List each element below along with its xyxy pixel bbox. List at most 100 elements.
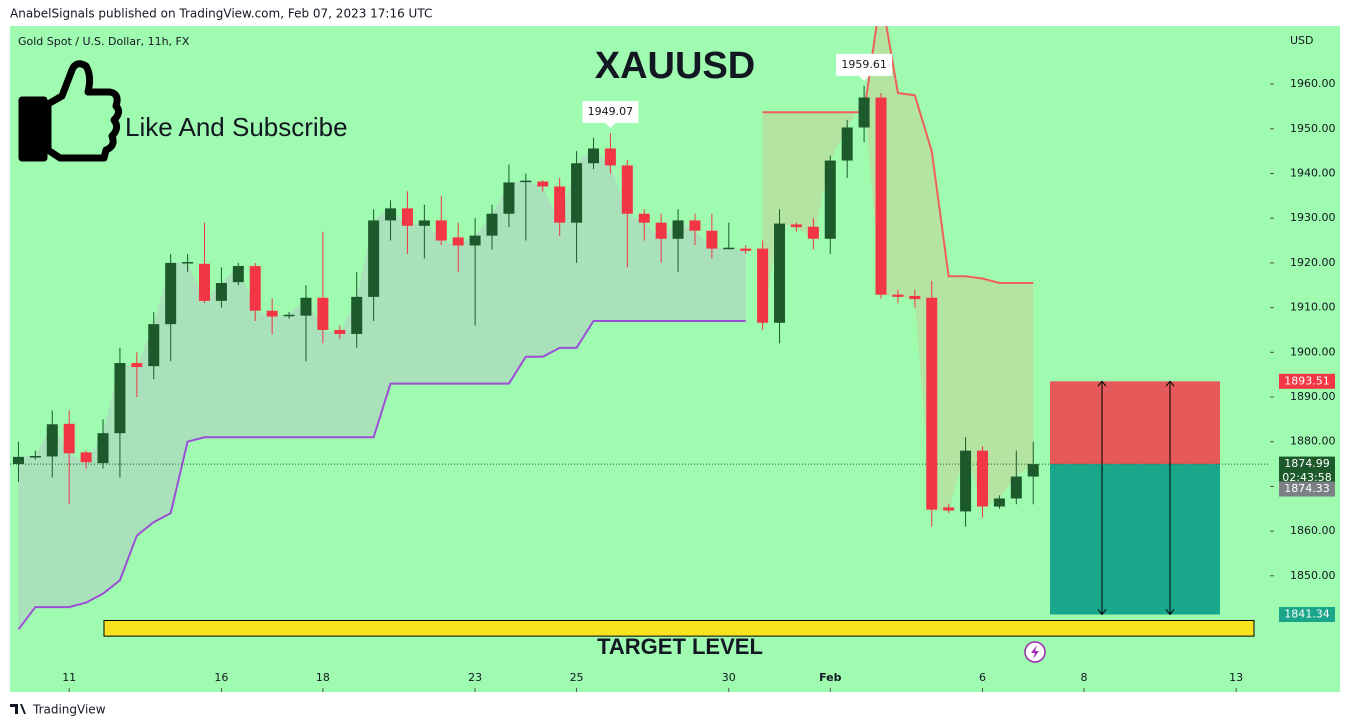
- target-level-bar: [103, 619, 1255, 637]
- candle-body: [1010, 476, 1022, 499]
- y-tick-label: 1900.00: [1290, 345, 1336, 358]
- candle-body: [486, 213, 498, 236]
- y-tick-label: 1950.00: [1290, 122, 1336, 135]
- candle-body: [993, 498, 1005, 507]
- y-tick-label: 1880.00: [1290, 435, 1336, 448]
- candle-body: [723, 247, 735, 250]
- price-tag: [1279, 606, 1335, 622]
- candle-body: [638, 213, 650, 223]
- candle-body: [249, 266, 261, 311]
- x-tick-label: 30: [722, 671, 736, 684]
- trend-line: [762, 26, 1034, 285]
- candle-body: [334, 329, 346, 334]
- currency: USD: [1290, 34, 1314, 47]
- candle-body: [317, 297, 329, 330]
- candle-body: [165, 262, 177, 325]
- x-tick-label: 11: [62, 671, 76, 684]
- candle-body: [97, 433, 109, 464]
- chart-title: XAUUSD: [595, 45, 755, 87]
- y-tick-label: 1910.00: [1290, 301, 1336, 314]
- thumbs-up-icon: [18, 60, 123, 162]
- trend-fill: [18, 148, 746, 630]
- candle-body: [740, 248, 752, 251]
- high-callout: [582, 100, 639, 128]
- target-label: TARGET LEVEL: [597, 634, 763, 659]
- arrow-head: [1165, 609, 1175, 616]
- candle-body: [182, 262, 194, 264]
- x-tick-label: 23: [468, 671, 482, 684]
- x-tick-label: 18: [316, 671, 330, 684]
- high-label: 1949.07: [588, 105, 634, 118]
- candle-body: [300, 297, 312, 316]
- candle-body: [824, 160, 836, 239]
- candle-body: [520, 180, 532, 183]
- candle-body: [655, 222, 667, 239]
- candle-body: [1027, 464, 1039, 477]
- y-tick-label: 1860.00: [1290, 524, 1336, 537]
- plot: [10, 26, 1270, 631]
- candle-body: [807, 226, 819, 239]
- symbol-line: Gold Spot / U.S. Dollar, 11h, FX: [18, 35, 190, 48]
- price-tag-label: 1893.51: [1284, 374, 1330, 387]
- candle-body: [283, 314, 295, 317]
- candle-body: [892, 294, 904, 297]
- candle-body: [909, 295, 921, 300]
- candle-body: [571, 163, 583, 223]
- y-tick-label: 1940.00: [1290, 167, 1336, 180]
- candle-body: [976, 450, 988, 507]
- candle-body: [875, 97, 887, 295]
- x-tick-label: 25: [570, 671, 584, 684]
- arrow-head: [1097, 609, 1107, 616]
- candle-body: [46, 424, 58, 457]
- candle-body: [435, 220, 447, 241]
- y-tick-label: 1850.00: [1290, 569, 1336, 582]
- candle-body: [80, 452, 92, 463]
- footer: TradingView: [32, 703, 106, 717]
- stop-zone: [1050, 381, 1220, 465]
- x-tick-label: 16: [214, 671, 228, 684]
- high-callout: [836, 53, 893, 81]
- candle-body: [351, 296, 363, 334]
- candle-body: [385, 208, 397, 221]
- candle-body: [926, 297, 938, 510]
- candle-body: [689, 220, 701, 231]
- candle-body: [29, 455, 41, 458]
- y-tick-label: 1920.00: [1290, 256, 1336, 269]
- x-tick-label: 8: [1080, 671, 1087, 684]
- footer-logo: [10, 704, 26, 714]
- price-tag-label: 1841.34: [1284, 607, 1330, 620]
- candle-body: [554, 186, 566, 223]
- candle-body: [790, 224, 802, 228]
- price-tag: [1279, 373, 1335, 389]
- candle-body: [587, 148, 599, 164]
- arrow-head: [1097, 380, 1107, 387]
- target-zone: [1050, 464, 1220, 615]
- y-tick-label: 1960.00: [1290, 77, 1336, 90]
- y-tick-label: 1930.00: [1290, 211, 1336, 224]
- price-tag-label: 1874.33: [1284, 482, 1330, 495]
- candle-body: [418, 220, 430, 226]
- candle-body: [960, 450, 972, 512]
- alert-icon: [1024, 641, 1046, 663]
- candle-body: [232, 266, 244, 283]
- candle-body: [131, 363, 143, 368]
- arrow-head: [1165, 380, 1175, 387]
- candle-body: [452, 237, 464, 246]
- candle-body: [266, 310, 278, 317]
- candle-body: [621, 165, 633, 214]
- candle-body: [943, 507, 955, 511]
- candle-body: [774, 223, 786, 323]
- candle-body: [757, 248, 769, 323]
- candle-body: [469, 235, 481, 246]
- candle-body: [858, 97, 870, 128]
- candle-body: [503, 182, 515, 214]
- x-tick-label: Feb: [819, 671, 842, 684]
- candle-body: [114, 363, 126, 434]
- candle-body: [215, 283, 227, 301]
- candle-body: [63, 423, 75, 454]
- candle-body: [368, 220, 380, 297]
- high-label: 1959.61: [841, 58, 887, 71]
- candle-body: [148, 324, 160, 367]
- candle-body: [198, 263, 210, 301]
